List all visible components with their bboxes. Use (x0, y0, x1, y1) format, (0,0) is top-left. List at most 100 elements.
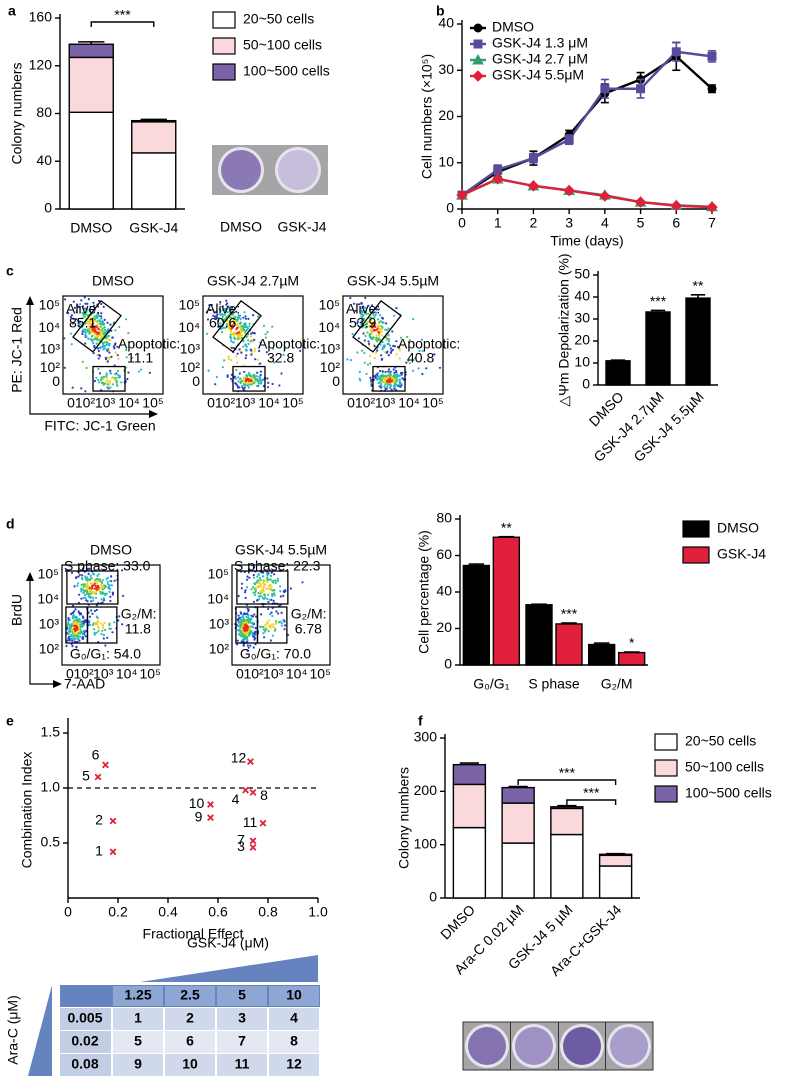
density-dot (257, 595, 261, 598)
density-dot (107, 347, 110, 350)
significance-bracket (517, 779, 617, 785)
density-dot (78, 613, 81, 616)
density-dot (238, 336, 241, 339)
density-dot (232, 346, 236, 350)
density-dot (248, 322, 251, 325)
density-dot (270, 571, 273, 574)
bar (550, 807, 584, 836)
density-dot (93, 325, 96, 328)
density-dot (95, 608, 98, 612)
density-dot (99, 325, 102, 328)
table-cell-text: 2 (186, 1010, 194, 1026)
y-tick-label: 0 (582, 376, 590, 392)
density-dot (373, 345, 376, 348)
density-dot (269, 356, 272, 360)
density-dot (390, 379, 393, 382)
density-dot (232, 313, 235, 316)
flow-axis-label: BrdU (9, 594, 25, 626)
density-dot (81, 330, 84, 333)
density-dot (113, 378, 116, 381)
density-dot (391, 330, 394, 333)
density-dot (247, 342, 250, 346)
flow-x-tick-label: 10⁴ (398, 395, 420, 411)
density-dot (110, 584, 113, 587)
y-tick-label: 10 (574, 354, 590, 370)
density-dot (374, 311, 377, 314)
flow-y-tick-label: 10⁵ (208, 566, 229, 582)
density-dot (233, 375, 237, 378)
density-dot (271, 614, 274, 618)
density-dot (74, 636, 77, 640)
table-cell-text: 1 (134, 1010, 142, 1026)
density-dot (349, 359, 353, 362)
table-cell-text: 10 (182, 1056, 198, 1072)
density-dot (88, 619, 91, 622)
density-dot (241, 384, 244, 387)
density-dot (254, 643, 257, 646)
density-dot (83, 619, 87, 622)
density-dot (259, 585, 263, 588)
y-tick-label: 80 (436, 510, 452, 526)
density-dot (93, 344, 96, 348)
density-dot (103, 318, 106, 321)
density-dot (362, 314, 365, 317)
density-dot (111, 336, 114, 339)
density-dot (271, 592, 274, 596)
gate-value: 85.1 (69, 315, 96, 331)
density-dot (98, 579, 101, 583)
density-dot (364, 310, 368, 314)
density-dot (71, 645, 74, 648)
density-dot (76, 637, 79, 640)
point (527, 180, 540, 192)
density-dot (267, 600, 270, 604)
density-dot (66, 623, 70, 626)
density-dot (236, 639, 239, 642)
density-dot (369, 316, 372, 319)
density-dot (258, 375, 261, 378)
y-tick-label: 160 (29, 9, 53, 25)
density-dot (113, 347, 116, 350)
density-dot (244, 324, 247, 327)
density-dot (261, 597, 265, 600)
flow-y-tick-label: 10⁴ (178, 319, 200, 335)
density-dot (100, 315, 103, 318)
significance-bracket (90, 21, 155, 27)
table-row-label-cell (60, 1054, 111, 1076)
density-dot (74, 608, 77, 611)
flow-x-tick-label: 10² (215, 395, 236, 411)
density-dot (363, 361, 366, 364)
density-dot (386, 342, 389, 345)
density-dot (393, 371, 396, 374)
density-dot (246, 575, 249, 578)
flow-x-tick-label: 0 (66, 666, 74, 682)
density-dot (387, 327, 390, 330)
density-dot (299, 349, 302, 352)
density-dot (72, 300, 75, 303)
axis-arrow (29, 302, 152, 415)
density-dot (395, 378, 399, 381)
density-dot (95, 588, 98, 591)
point (493, 165, 503, 175)
dose-wedge (28, 985, 52, 1076)
density-dot (68, 618, 71, 622)
density-dot (86, 579, 89, 582)
density-dot (104, 592, 107, 595)
density-dot (93, 573, 96, 576)
gate-label: G₀/G₁: 54.0 (70, 646, 141, 662)
density-dot (366, 331, 369, 334)
density-dot (280, 621, 283, 625)
point (207, 801, 214, 808)
x-tick-label: 0.2 (108, 904, 128, 920)
density-dot (75, 616, 78, 620)
density-dot (93, 587, 96, 590)
gate-label: Alive: (346, 301, 380, 317)
density-dot (95, 604, 98, 607)
gate-label: Apoptotic: (118, 336, 180, 352)
density-dot (258, 349, 261, 353)
density-dot (407, 359, 410, 362)
density-dot (370, 329, 373, 332)
flow-x-tick-label: 10⁵ (282, 395, 303, 411)
density-dot (237, 331, 240, 334)
density-dot (362, 317, 365, 320)
flow-y-tick-label: 10³ (320, 341, 341, 357)
